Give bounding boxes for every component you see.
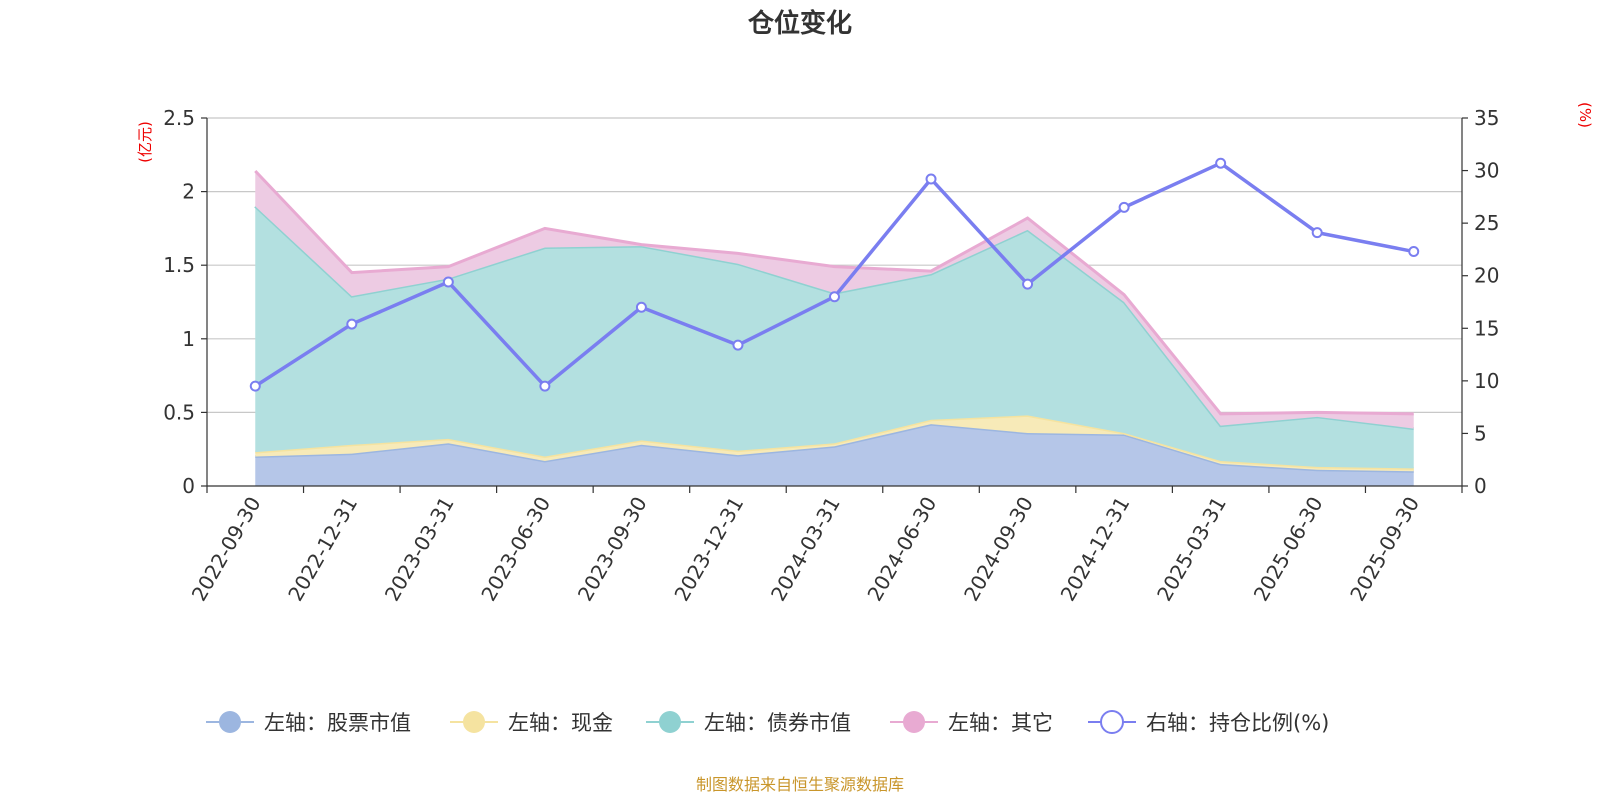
x-tick-label: 2023-09-30: [573, 493, 652, 606]
left-tick-label: 1.5: [163, 253, 195, 277]
right-tick-label: 5: [1474, 421, 1487, 445]
legend-item[interactable]: 左轴：现金: [450, 711, 613, 735]
right-tick-label: 25: [1474, 211, 1499, 235]
right-tick-label: 15: [1474, 316, 1499, 340]
x-tick-label: 2023-12-31: [669, 493, 748, 606]
legend-label: 右轴：持仓比例(%): [1146, 711, 1329, 735]
x-tick-label: 2024-12-31: [1056, 493, 1135, 606]
x-tick-label: 2024-03-31: [766, 493, 845, 606]
right-axis-ticks: 0 5 10 15 20 25 30 35: [1462, 106, 1499, 498]
left-tick-label: 0: [182, 474, 195, 498]
legend-item[interactable]: 右轴：持仓比例(%): [1088, 710, 1329, 735]
legend-label: 左轴：股票市值: [264, 711, 411, 735]
axes: [206, 118, 1463, 487]
x-tick-label: 2025-06-30: [1249, 493, 1328, 606]
line-point: [1408, 246, 1420, 258]
area-edge-左轴：其它: [254, 169, 1414, 416]
x-axis-ticks: 2022-09-30 2022-12-31 2023-03-31 2023-06-30…: [187, 486, 1463, 606]
x-tick-label: 2025-03-31: [1152, 493, 1231, 606]
left-tick-label: 2: [182, 180, 195, 204]
x-tick-label: 2024-06-30: [862, 493, 941, 606]
line-point: [539, 380, 551, 392]
legend[interactable]: 左轴：股票市值 左轴：现金 左轴：债券市值 左轴：其它 右轴：持仓比例(%): [206, 710, 1329, 735]
legend-label: 左轴：债券市值: [704, 711, 851, 735]
line-point: [346, 318, 358, 330]
line-point: [925, 173, 937, 185]
line-point: [635, 301, 647, 313]
x-tick-label: 2024-09-30: [959, 493, 1038, 606]
legend-item[interactable]: 左轴：债券市值: [646, 711, 851, 735]
line-point: [829, 291, 840, 303]
line-point: [1118, 201, 1130, 213]
chart-title: 仓位变化: [747, 8, 852, 39]
legend-label: 左轴：其它: [948, 711, 1053, 735]
x-tick-label: 2022-12-31: [283, 493, 362, 606]
line-point: [1311, 227, 1323, 239]
right-tick-label: 10: [1474, 369, 1499, 393]
x-tick-label: 2023-06-30: [476, 493, 555, 606]
right-tick-label: 30: [1474, 159, 1499, 183]
line-point: [1215, 157, 1227, 169]
right-tick-label: 20: [1474, 264, 1499, 288]
x-tick-label: 2025-09-30: [1345, 493, 1424, 606]
line-point: [732, 339, 744, 351]
legend-marker: [659, 711, 681, 733]
right-axis-unit: (%): [1576, 102, 1594, 128]
legend-marker: [219, 711, 241, 733]
x-tick-label: 2022-09-30: [187, 493, 266, 606]
legend-label: 左轴：现金: [508, 711, 613, 735]
left-axis-unit: (亿元): [136, 121, 154, 163]
x-tick-label: 2023-03-31: [380, 493, 459, 606]
line-point: [1022, 278, 1034, 290]
legend-item[interactable]: 左轴：股票市值: [206, 711, 411, 735]
area-左轴：债券市值: [255, 206, 1414, 469]
left-axis-ticks: 0 0.5 1 1.5 2 2.5: [163, 106, 207, 498]
legend-marker: [903, 711, 925, 733]
right-tick-label: 0: [1474, 474, 1487, 498]
area-左轴：其它: [255, 170, 1414, 429]
legend-marker: [1100, 710, 1124, 734]
legend-item[interactable]: 左轴：其它: [890, 711, 1053, 735]
left-tick-label: 2.5: [163, 106, 195, 130]
line-series: [249, 157, 1420, 392]
source-note: 制图数据来自恒生聚源数据库: [696, 775, 904, 794]
line-point: [249, 380, 261, 392]
legend-marker: [463, 711, 485, 733]
area-左轴：股票市值: [255, 424, 1414, 486]
left-tick-label: 1: [182, 327, 195, 351]
line-point: [442, 276, 454, 288]
left-tick-label: 0.5: [163, 400, 195, 424]
right-tick-label: 35: [1474, 106, 1499, 130]
area-series: [254, 169, 1414, 486]
